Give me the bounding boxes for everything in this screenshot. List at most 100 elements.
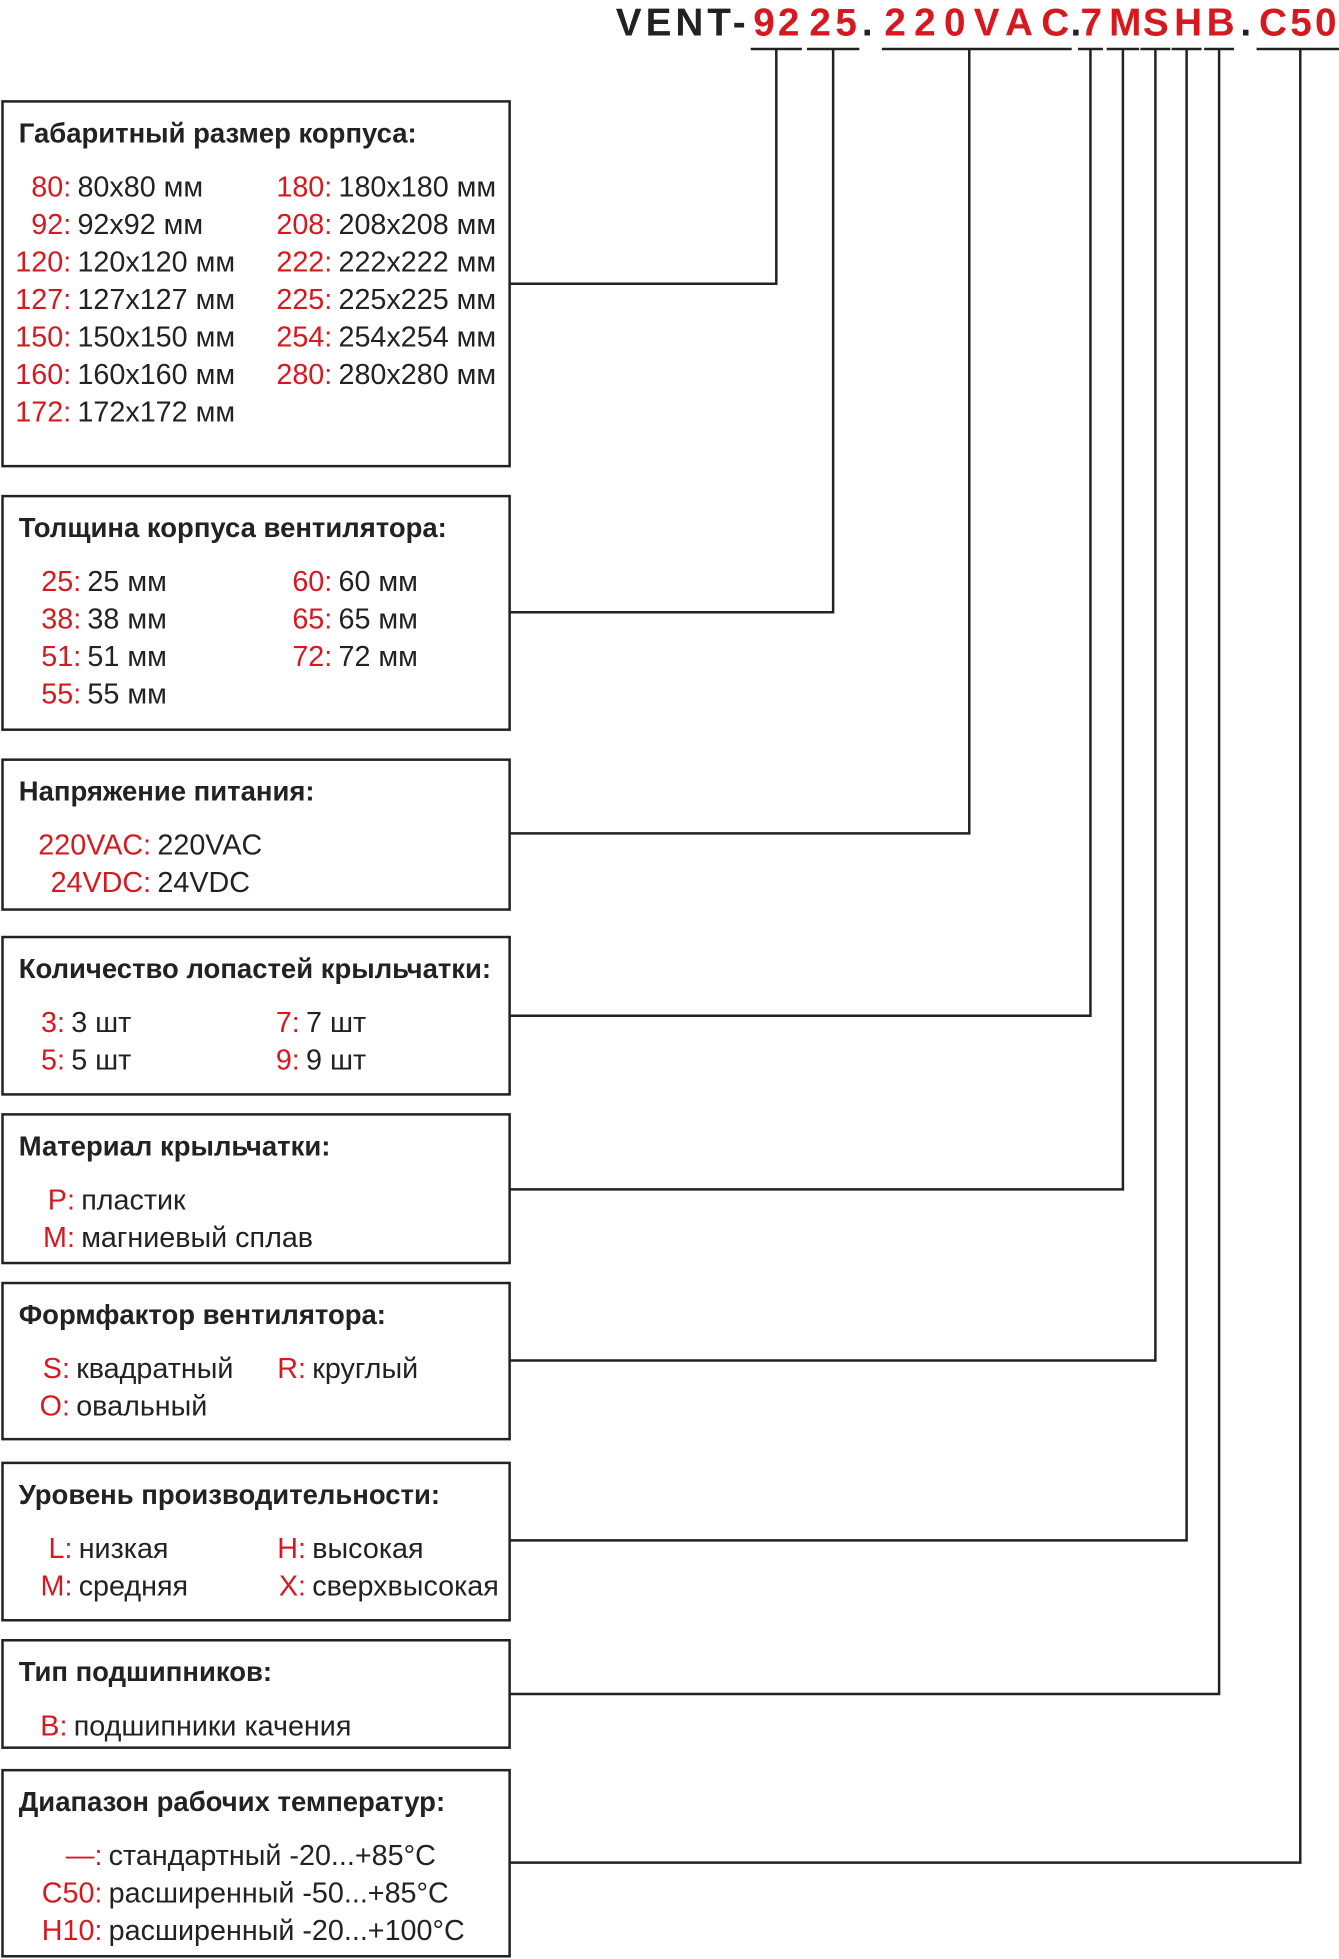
option-code: 9:	[276, 1045, 300, 1077]
section-title: Габаритный размер корпуса:	[19, 117, 417, 148]
option-text: 9 шт	[306, 1045, 366, 1077]
option-text: 25 мм	[87, 566, 166, 598]
option-text: 51 мм	[87, 641, 166, 673]
option-text: 3 шт	[71, 1007, 131, 1039]
connector	[509, 48, 1302, 1864]
code-part: 7	[1080, 1, 1102, 44]
option-code: 92:	[31, 209, 71, 241]
connector	[509, 48, 1092, 1017]
code-part: 92	[753, 1, 799, 44]
option-code: 65:	[292, 604, 332, 636]
option-code: 60:	[292, 566, 332, 598]
connector	[509, 48, 778, 286]
option-code: 208:	[276, 209, 332, 241]
option-text: 80x80 мм	[77, 171, 203, 203]
option-code: 3:	[41, 1007, 65, 1039]
connector	[509, 48, 835, 614]
option-code: 127:	[15, 284, 71, 316]
option-code: 222:	[276, 246, 332, 278]
option-code: 225:	[276, 284, 332, 316]
option-text: круглый	[312, 1353, 418, 1385]
option-text: расширенный -50...+85°C	[109, 1878, 449, 1910]
option-code: S:	[43, 1353, 70, 1385]
option-text: 150x150 мм	[77, 321, 235, 353]
code-part: S	[1143, 1, 1169, 44]
option-text: 172x172 мм	[77, 396, 235, 428]
option-code: C50:	[42, 1878, 103, 1910]
code-part: VENT-	[616, 1, 746, 44]
option-code: 25:	[41, 566, 81, 598]
section-title: Количество лопастей крыльчатки:	[19, 953, 491, 984]
code-part: C50	[1259, 1, 1336, 44]
option-text: квадратный	[76, 1353, 233, 1385]
option-code: 72:	[292, 641, 332, 673]
section-title: Тип подшипников:	[19, 1656, 272, 1687]
option-text: 120x120 мм	[77, 246, 235, 278]
option-code: M:	[43, 1222, 75, 1254]
code-part: .	[1070, 1, 1081, 44]
option-text: 208x208 мм	[338, 209, 496, 241]
code-part: 25	[809, 1, 856, 44]
option-code: 55:	[41, 679, 81, 711]
option-text: 24VDC	[157, 867, 250, 899]
code-part: 220VAC	[884, 1, 1069, 44]
option-text: средняя	[79, 1570, 188, 1602]
option-code: 220VAC:	[38, 830, 151, 862]
section-title: Диапазон рабочих температур:	[19, 1786, 445, 1817]
option-code: B:	[40, 1710, 67, 1742]
option-text: 65 мм	[338, 604, 417, 636]
option-code: L:	[48, 1533, 72, 1565]
option-text: 38 мм	[87, 604, 166, 636]
option-code: 38:	[41, 604, 81, 636]
option-text: 280x280 мм	[338, 359, 496, 391]
section-title: Уровень производительности:	[19, 1479, 440, 1510]
option-text: 7 шт	[306, 1007, 366, 1039]
option-code: 24VDC:	[51, 867, 152, 899]
section-title: Материал крыльчатки:	[19, 1130, 331, 1161]
option-text: 127x127 мм	[77, 284, 235, 316]
connector	[509, 48, 1188, 1542]
option-text: стандартный -20...+85°C	[109, 1840, 436, 1872]
option-code: H10:	[42, 1915, 103, 1947]
option-text: расширенный -20...+100°C	[109, 1915, 465, 1947]
option-text: 60 мм	[338, 566, 417, 598]
option-code: 5:	[41, 1045, 65, 1077]
option-code: 172:	[15, 396, 71, 428]
option-text: высокая	[312, 1533, 423, 1565]
option-code: 51:	[41, 641, 81, 673]
option-text: пластик	[81, 1184, 186, 1216]
option-code: —:	[66, 1840, 103, 1872]
connector	[509, 48, 1157, 1362]
option-text: сверхвысокая	[312, 1570, 499, 1602]
option-code: 160:	[15, 359, 71, 391]
option-code: R:	[277, 1353, 306, 1385]
option-code: 150:	[15, 321, 71, 353]
section-title: Формфактор вентилятора:	[19, 1299, 386, 1330]
connector	[509, 48, 1221, 1696]
code-part: B	[1207, 1, 1235, 44]
option-code: P:	[48, 1184, 75, 1216]
option-text: 180x180 мм	[338, 171, 496, 203]
section-title: Толщина корпуса вентилятора:	[19, 512, 447, 543]
option-code: 280:	[276, 359, 332, 391]
option-code: 80:	[31, 171, 71, 203]
option-text: низкая	[79, 1533, 169, 1565]
option-code: H:	[277, 1533, 306, 1565]
option-code: M:	[41, 1570, 73, 1602]
option-code: 254:	[276, 321, 332, 353]
option-code: O:	[40, 1391, 70, 1423]
connector	[509, 48, 1125, 1191]
option-text: подшипники качения	[74, 1710, 352, 1742]
option-text: овальный	[76, 1391, 207, 1423]
option-text: 220VAC	[157, 830, 262, 862]
option-text: 5 шт	[71, 1045, 131, 1077]
code-part: M	[1109, 1, 1141, 44]
connector	[509, 48, 971, 835]
section-title: Напряжение питания:	[19, 776, 315, 807]
option-text: 92x92 мм	[77, 209, 203, 241]
option-code: 180:	[276, 171, 332, 203]
option-text: магниевый сплав	[81, 1222, 313, 1254]
option-text: 254x254 мм	[338, 321, 496, 353]
option-code: X:	[279, 1570, 306, 1602]
